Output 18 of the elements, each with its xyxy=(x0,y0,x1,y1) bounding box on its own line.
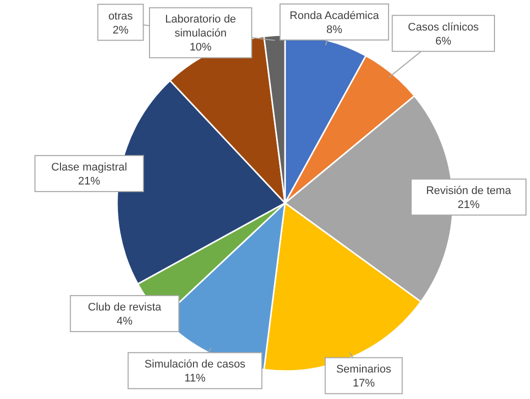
slice-label: Clase magistral xyxy=(51,162,128,174)
data-label: 17% xyxy=(352,378,375,390)
data-label: 10% xyxy=(190,42,212,54)
data-label: 6% xyxy=(435,35,452,48)
slice-label: Revisión de tema xyxy=(426,185,512,198)
data-label: 4% xyxy=(116,316,133,328)
slice-label: Ronda Académica xyxy=(290,10,380,22)
slice-label: Laboratorio de simulación xyxy=(165,14,236,40)
slice-label: Simulación de casos xyxy=(144,358,246,371)
slice-label: Seminarios xyxy=(336,364,392,376)
data-label: 11% xyxy=(184,372,206,385)
data-label: 21% xyxy=(78,176,100,188)
data-label: 8% xyxy=(326,24,342,36)
slice-label: Club de revista xyxy=(88,302,162,314)
data-label: 21% xyxy=(458,199,480,212)
slice-label: otras xyxy=(108,10,134,22)
data-label: 2% xyxy=(112,24,129,36)
slice-label: Casos clínicos xyxy=(408,21,480,34)
